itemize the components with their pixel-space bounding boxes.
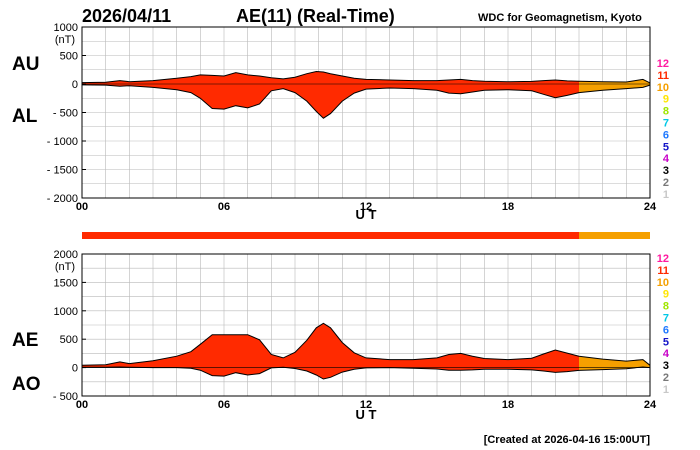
au-label: AU — [12, 54, 39, 75]
station-count-label: 1 — [663, 189, 669, 201]
ae-label: AE — [12, 330, 38, 351]
lower-envelope-line — [81, 84, 651, 119]
x-tick-label: 06 — [218, 399, 230, 411]
x-tick-label: 12 — [360, 399, 372, 411]
station-count-label: 5 — [663, 141, 669, 153]
date-title: 2026/04/11 — [82, 6, 171, 26]
area-fill-10-stations — [579, 356, 650, 371]
x-tick-label: 18 — [502, 201, 514, 213]
lower-envelope-line — [82, 366, 651, 380]
station-count-label: 4 — [663, 348, 670, 360]
station-count-label: 11 — [657, 265, 669, 277]
y-tick-label: 0 — [72, 79, 78, 91]
station-count-label: 8 — [663, 301, 669, 313]
y-tick-label: 1000 — [54, 306, 78, 318]
plot-frame — [81, 253, 651, 397]
y-tick-label: 500 — [60, 334, 78, 346]
station-count-label: 10 — [657, 277, 669, 289]
x-tick-label: 24 — [644, 399, 657, 411]
station-count-label: 1 — [663, 384, 669, 396]
y-tick-label: - 1500 — [47, 165, 78, 177]
station-count-label: 9 — [663, 94, 669, 106]
station-count-label: 8 — [663, 106, 669, 118]
station-count-label: 3 — [663, 165, 669, 177]
station-count-label: 5 — [663, 336, 669, 348]
station-bar-segment — [82, 232, 579, 239]
y-tick-label: 1000 — [54, 22, 78, 34]
x-tick-label: 24 — [644, 201, 657, 213]
station-count-label: 12 — [657, 253, 669, 265]
station-count-label: 6 — [663, 129, 669, 141]
station-count-bar — [82, 232, 650, 239]
upper-envelope-line — [81, 322, 651, 366]
station-count-label: 2 — [663, 177, 669, 189]
station-count-label: 6 — [663, 324, 669, 336]
index-title: AE(11) (Real-Time) — [236, 6, 395, 26]
created-timestamp: [Created at 2026-04-16 15:00UT] — [484, 434, 651, 446]
area-fill-10-stations — [579, 79, 650, 93]
y-tick-label: 1500 — [54, 277, 78, 289]
source-label: WDC for Geomagnetism, Kyoto — [478, 12, 642, 24]
y-tick-label: - 500 — [53, 108, 78, 120]
x-tick-label: 12 — [360, 201, 372, 213]
station-count-label: 7 — [663, 313, 669, 325]
y-tick-label: - 500 — [53, 391, 78, 403]
al-label: AL — [12, 106, 38, 127]
x-tick-label: 06 — [218, 201, 230, 213]
upper-envelope-line — [81, 70, 651, 84]
au-al-x-axis-label: U T — [356, 207, 377, 222]
au-al-unit-label: (nT) — [55, 34, 75, 46]
station-count-label: 9 — [663, 289, 669, 301]
station-bar-segment — [579, 232, 650, 239]
station-count-label: 2 — [663, 372, 669, 384]
y-tick-label: 500 — [60, 51, 78, 63]
au-al-panel: AU AL (nT) U T 1000 500 0 - 500 - 1000 - 1500… — [12, 22, 657, 222]
x-tick-label: 00 — [76, 399, 88, 411]
ae-ao-x-axis-label: U T — [356, 407, 377, 422]
station-count-label: 3 — [663, 360, 669, 372]
station-count-label: 4 — [663, 153, 670, 165]
ao-label: AO — [12, 374, 41, 395]
y-tick-label: 0 — [72, 363, 78, 375]
y-tick-label: 2000 — [54, 249, 78, 261]
y-tick-label: - 2000 — [47, 193, 78, 205]
ae-ao-unit-label: (nT) — [55, 261, 75, 273]
station-count-label: 11 — [657, 70, 669, 82]
station-count-label: 12 — [657, 58, 669, 70]
area-fill-11-stations — [82, 323, 579, 379]
y-tick-label: - 1000 — [47, 136, 78, 148]
x-tick-label: 18 — [502, 399, 514, 411]
x-tick-label: 00 — [76, 201, 88, 213]
area-fill-11-stations — [82, 71, 579, 119]
station-count-label: 10 — [657, 82, 669, 94]
station-count-label: 7 — [663, 118, 669, 130]
